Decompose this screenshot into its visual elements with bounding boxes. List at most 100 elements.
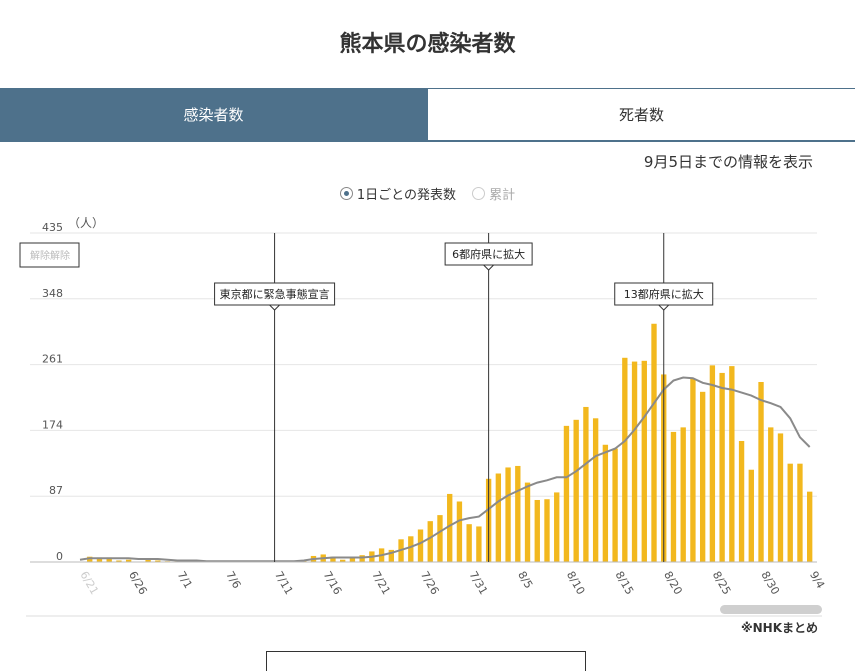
chart-scroll-track xyxy=(26,615,822,617)
bar xyxy=(748,469,754,562)
y-tick-label: 0 xyxy=(56,550,63,563)
bar xyxy=(680,427,686,562)
bar xyxy=(719,372,725,562)
radio-cumulative-label: 累計 xyxy=(489,188,516,203)
tab-bar: 感染者数 死者数 xyxy=(0,88,855,141)
bar xyxy=(447,493,453,562)
bar xyxy=(583,406,589,562)
bar xyxy=(427,521,433,562)
bar xyxy=(340,559,346,562)
bar xyxy=(515,465,521,562)
bar xyxy=(155,560,161,562)
bar xyxy=(359,555,365,562)
x-tick-label: 6/26 xyxy=(126,569,150,597)
y-unit-label: （人） xyxy=(68,216,104,230)
as-of-date: 9月5日までの情報を表示 xyxy=(643,153,813,171)
bar xyxy=(145,558,151,562)
view-toggle: 1日ごとの発表数 累計 xyxy=(0,184,855,203)
radio-daily-indicator[interactable] xyxy=(339,187,353,200)
x-tick-label: 8/20 xyxy=(661,569,685,597)
bar xyxy=(622,357,628,562)
event-label-pointer xyxy=(657,304,670,311)
page-title: 熊本県の感染者数 xyxy=(339,32,516,57)
y-tick-label: 435 xyxy=(42,221,63,234)
bar xyxy=(505,467,511,562)
x-tick-label: 7/1 xyxy=(175,569,195,591)
x-tick-label: 7/21 xyxy=(369,569,393,597)
bar xyxy=(544,499,550,562)
bar xyxy=(670,431,677,562)
y-tick-label: 174 xyxy=(42,418,63,431)
bar xyxy=(534,499,540,562)
bar xyxy=(456,501,463,562)
radio-daily-label: 1日ごとの発表数 xyxy=(356,188,457,203)
radio-cumulative-indicator[interactable] xyxy=(472,187,486,200)
bar xyxy=(96,557,103,562)
x-tick-label: 8/10 xyxy=(564,569,588,597)
average-line xyxy=(79,376,811,563)
bar xyxy=(388,549,395,562)
bar xyxy=(777,433,784,562)
y-tick-label: 348 xyxy=(42,287,63,300)
bar xyxy=(408,536,414,562)
tab-divider xyxy=(0,140,855,142)
bar xyxy=(651,323,657,562)
event-label: 6都府県に拡大 xyxy=(452,247,525,261)
event-label-pointer xyxy=(268,304,281,311)
x-tick-label: 8/30 xyxy=(758,569,782,597)
bar xyxy=(524,482,531,562)
x-tick-label: 8/15 xyxy=(612,569,636,597)
bar xyxy=(349,556,356,562)
x-tick-label: 7/11 xyxy=(272,569,296,597)
source-note: ※NHKまとめ xyxy=(740,621,818,635)
bar xyxy=(612,448,618,562)
x-tick-label: 8/25 xyxy=(710,569,734,597)
event-label: 13都府県に拡大 xyxy=(624,287,704,301)
next-section-box xyxy=(266,651,586,671)
x-tick-label: 6/21 xyxy=(77,569,101,597)
bar xyxy=(690,378,696,562)
bar xyxy=(729,366,735,562)
bar xyxy=(106,557,112,562)
y-tick-label: 87 xyxy=(49,484,63,497)
bar xyxy=(631,361,638,562)
bar xyxy=(495,473,502,562)
bar xyxy=(709,365,716,562)
y-tick-label: 261 xyxy=(42,353,63,366)
tab-infections[interactable]: 感染者数 xyxy=(0,88,427,141)
bar xyxy=(807,491,813,562)
bar xyxy=(476,526,482,562)
bar xyxy=(602,444,609,562)
bar xyxy=(797,463,803,562)
tab-deaths[interactable]: 死者数 xyxy=(427,88,855,141)
event-label-pointer xyxy=(482,264,495,271)
bar xyxy=(768,427,774,562)
bar xyxy=(125,559,132,562)
event-label-clipped: 解除解除 xyxy=(30,249,70,262)
bar xyxy=(738,440,745,562)
bar xyxy=(592,418,599,562)
bar xyxy=(87,556,93,562)
event-label-box-clipped xyxy=(19,242,80,268)
bar xyxy=(116,560,122,562)
bar xyxy=(466,524,472,562)
bar xyxy=(417,529,424,562)
bar xyxy=(554,492,560,562)
x-tick-label: 7/31 xyxy=(467,569,491,597)
bar xyxy=(573,419,579,562)
x-tick-label: 7/16 xyxy=(321,569,345,597)
radio-daily[interactable]: 1日ごとの発表数 xyxy=(339,184,457,203)
bar xyxy=(787,463,793,562)
x-tick-label: 8/5 xyxy=(515,569,535,591)
bar xyxy=(758,381,764,562)
x-tick-label: 7/6 xyxy=(223,569,243,591)
bar xyxy=(563,425,570,562)
bar xyxy=(330,556,336,562)
bar xyxy=(641,360,647,562)
radio-cumulative[interactable]: 累計 xyxy=(472,184,515,203)
x-tick-label: 9/4 xyxy=(807,569,827,591)
chart-scrollbar[interactable] xyxy=(720,605,822,614)
bar xyxy=(437,515,443,562)
x-tick-label: 7/26 xyxy=(418,569,442,597)
event-label: 東京都に緊急事態宣言 xyxy=(220,287,330,301)
